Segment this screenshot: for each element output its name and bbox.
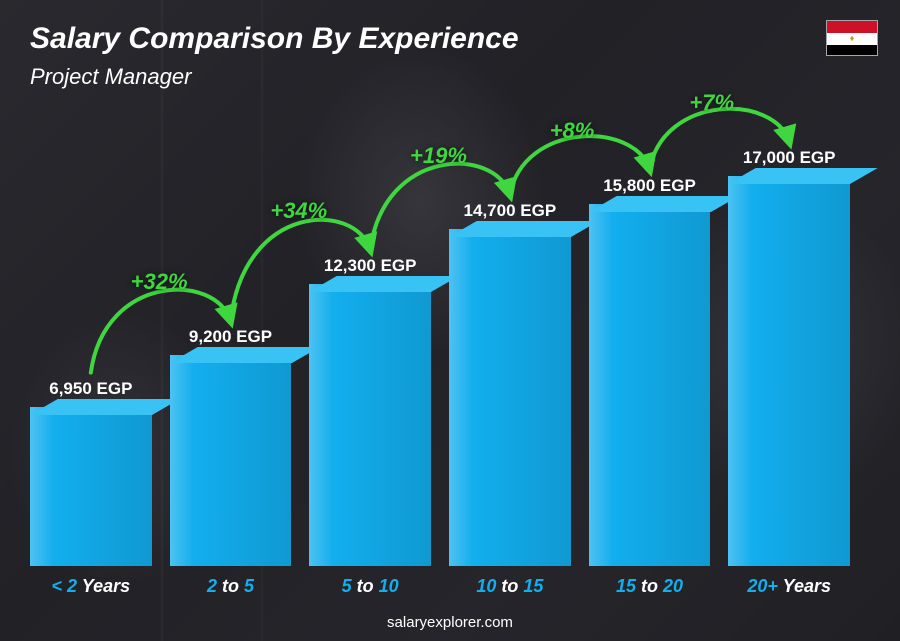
bar-column: 14,700 EGP 10 to 15 <box>449 201 571 597</box>
bar <box>589 204 711 566</box>
bar-value-label: 6,950 EGP <box>49 379 132 399</box>
growth-arc: +34% <box>30 120 850 597</box>
flag-stripe-top <box>827 21 877 33</box>
bar-value-label: 9,200 EGP <box>189 327 272 347</box>
footer-attribution: salaryexplorer.com <box>0 614 900 631</box>
x-axis-label: 20+ Years <box>747 576 831 597</box>
bar <box>449 229 571 566</box>
chart-title: Salary Comparison By Experience <box>30 22 519 56</box>
growth-label: +19% <box>410 143 467 169</box>
x-axis-label: 5 to 10 <box>342 576 399 597</box>
flag-emblem: ♦ <box>850 33 855 43</box>
bar-column: 17,000 EGP 20+ Years <box>728 148 850 597</box>
bar-value-label: 12,300 EGP <box>324 256 417 276</box>
bar-value-label: 14,700 EGP <box>464 201 557 221</box>
x-axis-label: 10 to 15 <box>476 576 543 597</box>
bar-column: 6,950 EGP < 2 Years <box>30 379 152 597</box>
bar <box>728 176 850 566</box>
growth-label: +7% <box>689 90 734 116</box>
bar-column: 15,800 EGP 15 to 20 <box>589 176 711 597</box>
bar <box>170 355 292 566</box>
growth-arc: +19% <box>30 120 850 597</box>
growth-arc: +8% <box>30 120 850 597</box>
x-axis-label: < 2 Years <box>52 576 131 597</box>
bar <box>30 407 152 566</box>
growth-arc: +32% <box>30 120 850 597</box>
bar-value-label: 17,000 EGP <box>743 148 836 168</box>
x-axis-label: 2 to 5 <box>207 576 254 597</box>
flag-stripe-bot <box>827 45 877 56</box>
bar-chart: 6,950 EGP < 2 Years 9,200 EGP 2 to 5 12,300 … <box>30 120 850 597</box>
bar-column: 9,200 EGP 2 to 5 <box>170 327 292 597</box>
chart-subtitle: Project Manager <box>30 64 191 90</box>
country-flag: ♦ <box>826 20 878 56</box>
growth-label: +34% <box>270 198 327 224</box>
bar-column: 12,300 EGP 5 to 10 <box>309 256 431 597</box>
growth-arc: +7% <box>30 120 850 597</box>
bar <box>309 284 431 566</box>
bar-value-label: 15,800 EGP <box>603 176 696 196</box>
growth-label: +32% <box>131 269 188 295</box>
growth-label: +8% <box>550 118 595 144</box>
x-axis-label: 15 to 20 <box>616 576 683 597</box>
